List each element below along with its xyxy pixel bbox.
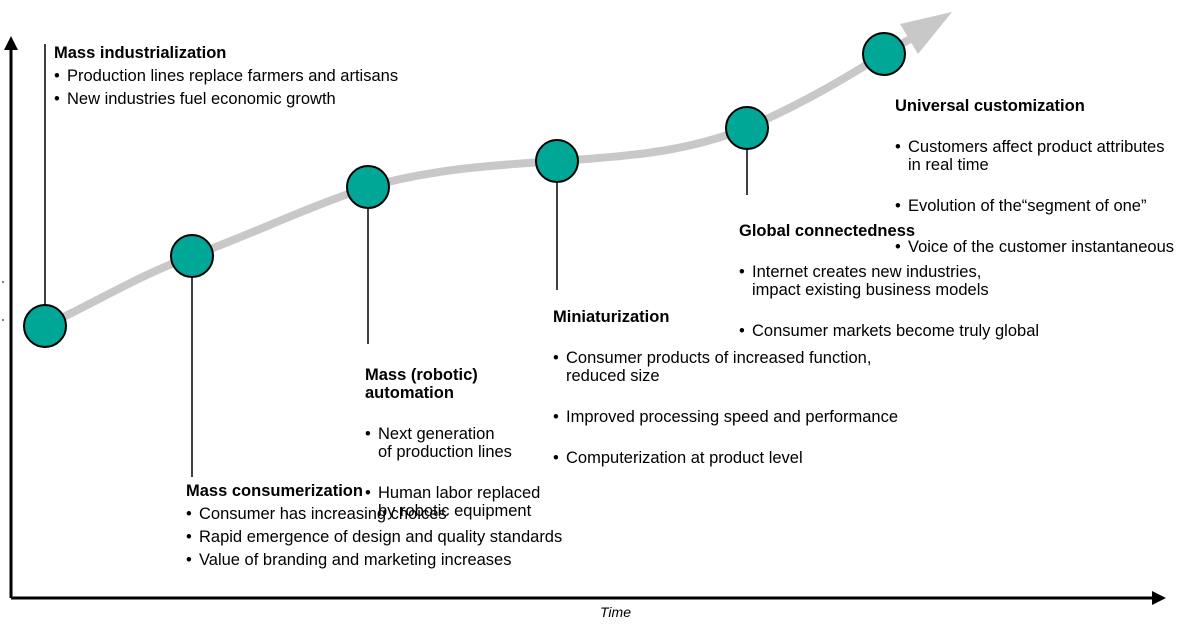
stage-title: Mass consumerization	[186, 482, 363, 500]
stage-bullet: Rapid emergence of design and quality st…	[186, 528, 626, 546]
stage-node-mass-industrialization	[23, 304, 67, 348]
stage-bullet: New industries fuel economic growth	[54, 90, 474, 108]
stage-node-universal-customization	[862, 32, 906, 76]
stage-bullet: Voice of the customer instantaneous	[895, 238, 1195, 256]
stage-bullet: Computerization at product level	[553, 449, 973, 467]
x-axis-arrowhead	[1152, 591, 1166, 605]
stage-bullet: Consumer products of increased function,…	[553, 349, 973, 385]
stage-miniaturization: Miniaturization Consumer products of inc…	[553, 290, 973, 485]
stage-bullet: Evolution of the“segment of one”	[895, 197, 1195, 215]
stage-title: Mass (robotic) automation	[365, 366, 478, 402]
stage-title: Mass industrialization	[54, 44, 227, 62]
stage-bullet: Improved processing speed and performanc…	[553, 408, 973, 426]
stage-title: Universal customization	[895, 97, 1085, 115]
stage-mass-industrialization: Mass industrialization Production lines …	[54, 44, 474, 108]
y-axis-arrowhead	[4, 36, 18, 50]
stage-node-mass-consumerization	[170, 234, 214, 278]
stage-bullet: Value of branding and marketing increase…	[186, 551, 626, 569]
stage-universal-customization: Universal customization Customers affect…	[895, 79, 1195, 274]
stage-bullet: Human labor replaced by robotic equipmen…	[365, 484, 575, 520]
stage-bullet: Internet creates new industries, impact …	[739, 263, 1109, 299]
stage-bullet: Customers affect product attributes in r…	[895, 138, 1195, 174]
stage-global-connectedness: Global connectedness Internet creates ne…	[739, 204, 1109, 358]
growth-trend-arrowhead	[900, 12, 952, 54]
stage-node-global-connectedness	[725, 106, 769, 150]
x-axis-label: Time	[600, 604, 631, 620]
stage-bullet: Production lines replace farmers and art…	[54, 67, 474, 85]
stage-mass-consumerization: Mass consumerization Consumer has increa…	[186, 482, 626, 569]
stage-node-robotic-automation	[346, 165, 390, 209]
stage-bullet: Next generation of production lines	[365, 425, 575, 461]
stage-bullet: Consumer markets become truly global	[739, 322, 1109, 340]
stage-node-miniaturization	[535, 139, 579, 183]
stage-robotic-automation: Mass (robotic) automation Next generatio…	[365, 348, 575, 538]
stage-title: Global connectedness	[739, 222, 916, 240]
stage-title: Miniaturization	[553, 308, 670, 326]
